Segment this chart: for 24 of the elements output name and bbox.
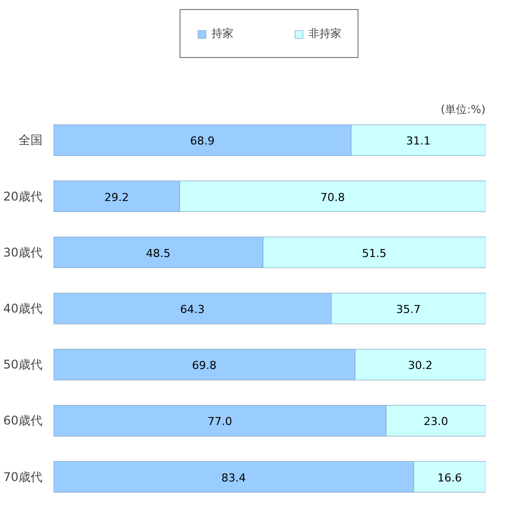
data-label: 77.0 [208, 415, 232, 428]
data-label: 16.6 [437, 471, 462, 484]
annotation: (単位:%) [440, 102, 486, 116]
legend-label: 持家 [212, 26, 234, 41]
data-label: 83.4 [221, 471, 246, 484]
y-tick-label: 60歳代 [3, 414, 43, 428]
data-label: 31.1 [406, 134, 431, 148]
data-label: 29.2 [104, 190, 129, 204]
data-label: 68.9 [190, 134, 215, 148]
data-label: 64.3 [180, 303, 205, 316]
data-label: 35.7 [396, 303, 421, 316]
data-label: 69.8 [192, 359, 217, 372]
y-tick-label: 30歳代 [3, 245, 43, 260]
y-tick-label: 50歳代 [3, 358, 43, 372]
y-tick-label: 20歳代 [3, 189, 43, 204]
y-tick-label: 40歳代 [3, 302, 43, 316]
data-label: 51.5 [362, 246, 387, 260]
y-tick-label: 全国 [18, 133, 42, 148]
y-tick-label: 70歳代 [3, 470, 43, 484]
data-label: 23.0 [424, 415, 448, 428]
data-label: 30.2 [408, 359, 433, 372]
legend-label: 非持家 [308, 26, 342, 41]
data-label: 48.5 [146, 246, 171, 260]
data-label: 70.8 [320, 190, 345, 204]
